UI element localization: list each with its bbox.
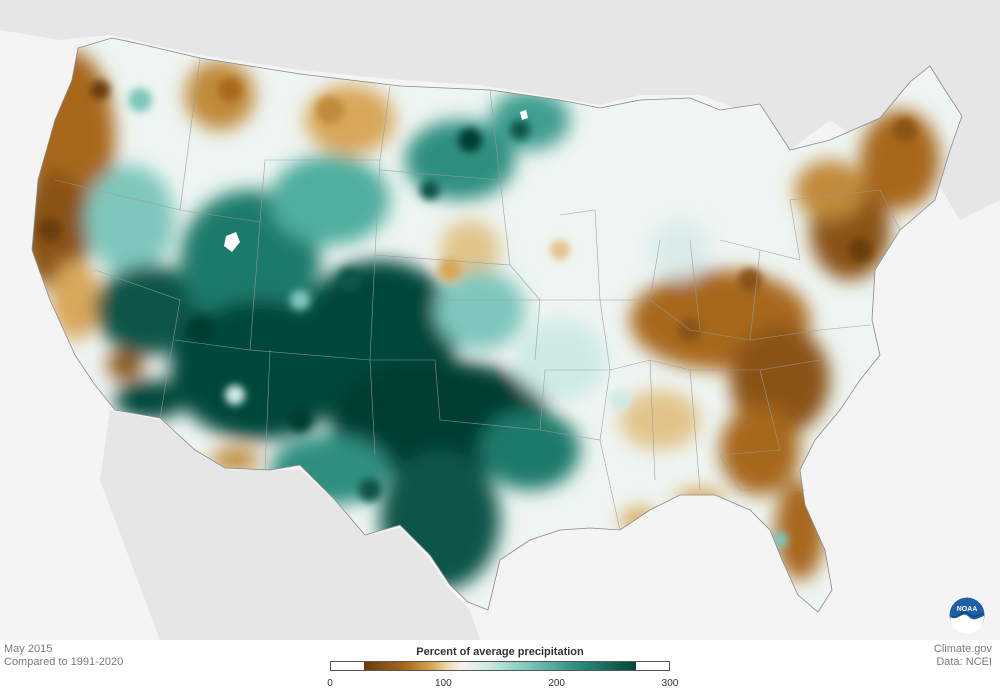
no-data-patch bbox=[224, 232, 240, 252]
us-outline bbox=[31, 37, 963, 613]
legend-tick-3: 300 bbox=[661, 678, 679, 689]
legend-color-bar bbox=[330, 661, 670, 671]
precipitation-map bbox=[0, 0, 1000, 640]
gulf-water bbox=[500, 500, 800, 640]
credit-block: Climate.gov Data: NCEI bbox=[934, 643, 992, 669]
noaa-logo-text: NOAA bbox=[957, 606, 978, 613]
legend-title: Percent of average precipitation bbox=[416, 646, 584, 658]
state-boundaries bbox=[54, 57, 901, 531]
date-block: May 2015 Compared to 1991-2020 bbox=[4, 643, 123, 669]
legend-tick-0: 0 bbox=[327, 678, 333, 689]
legend-tick-1: 100 bbox=[434, 678, 452, 689]
source-credit: Climate.gov bbox=[933, 643, 992, 655]
map-period: May 2015 bbox=[4, 643, 53, 655]
noaa-logo: NOAA bbox=[948, 596, 986, 634]
data-credit: Data: NCEI bbox=[936, 656, 992, 668]
map-footer: May 2015 Compared to 1991-2020 Percent o… bbox=[0, 640, 1000, 690]
map-baseline: Compared to 1991-2020 bbox=[4, 656, 124, 668]
canada-region bbox=[0, 0, 1000, 220]
mexico-region bbox=[100, 410, 480, 640]
no-data-patch-2 bbox=[520, 110, 528, 120]
precipitation-field bbox=[32, 50, 940, 590]
legend-ticks: 0 100 200 300 bbox=[327, 676, 678, 690]
legend-tick-2: 200 bbox=[548, 678, 565, 689]
legend: Percent of average precipitation 0 100 200… bbox=[327, 646, 678, 690]
